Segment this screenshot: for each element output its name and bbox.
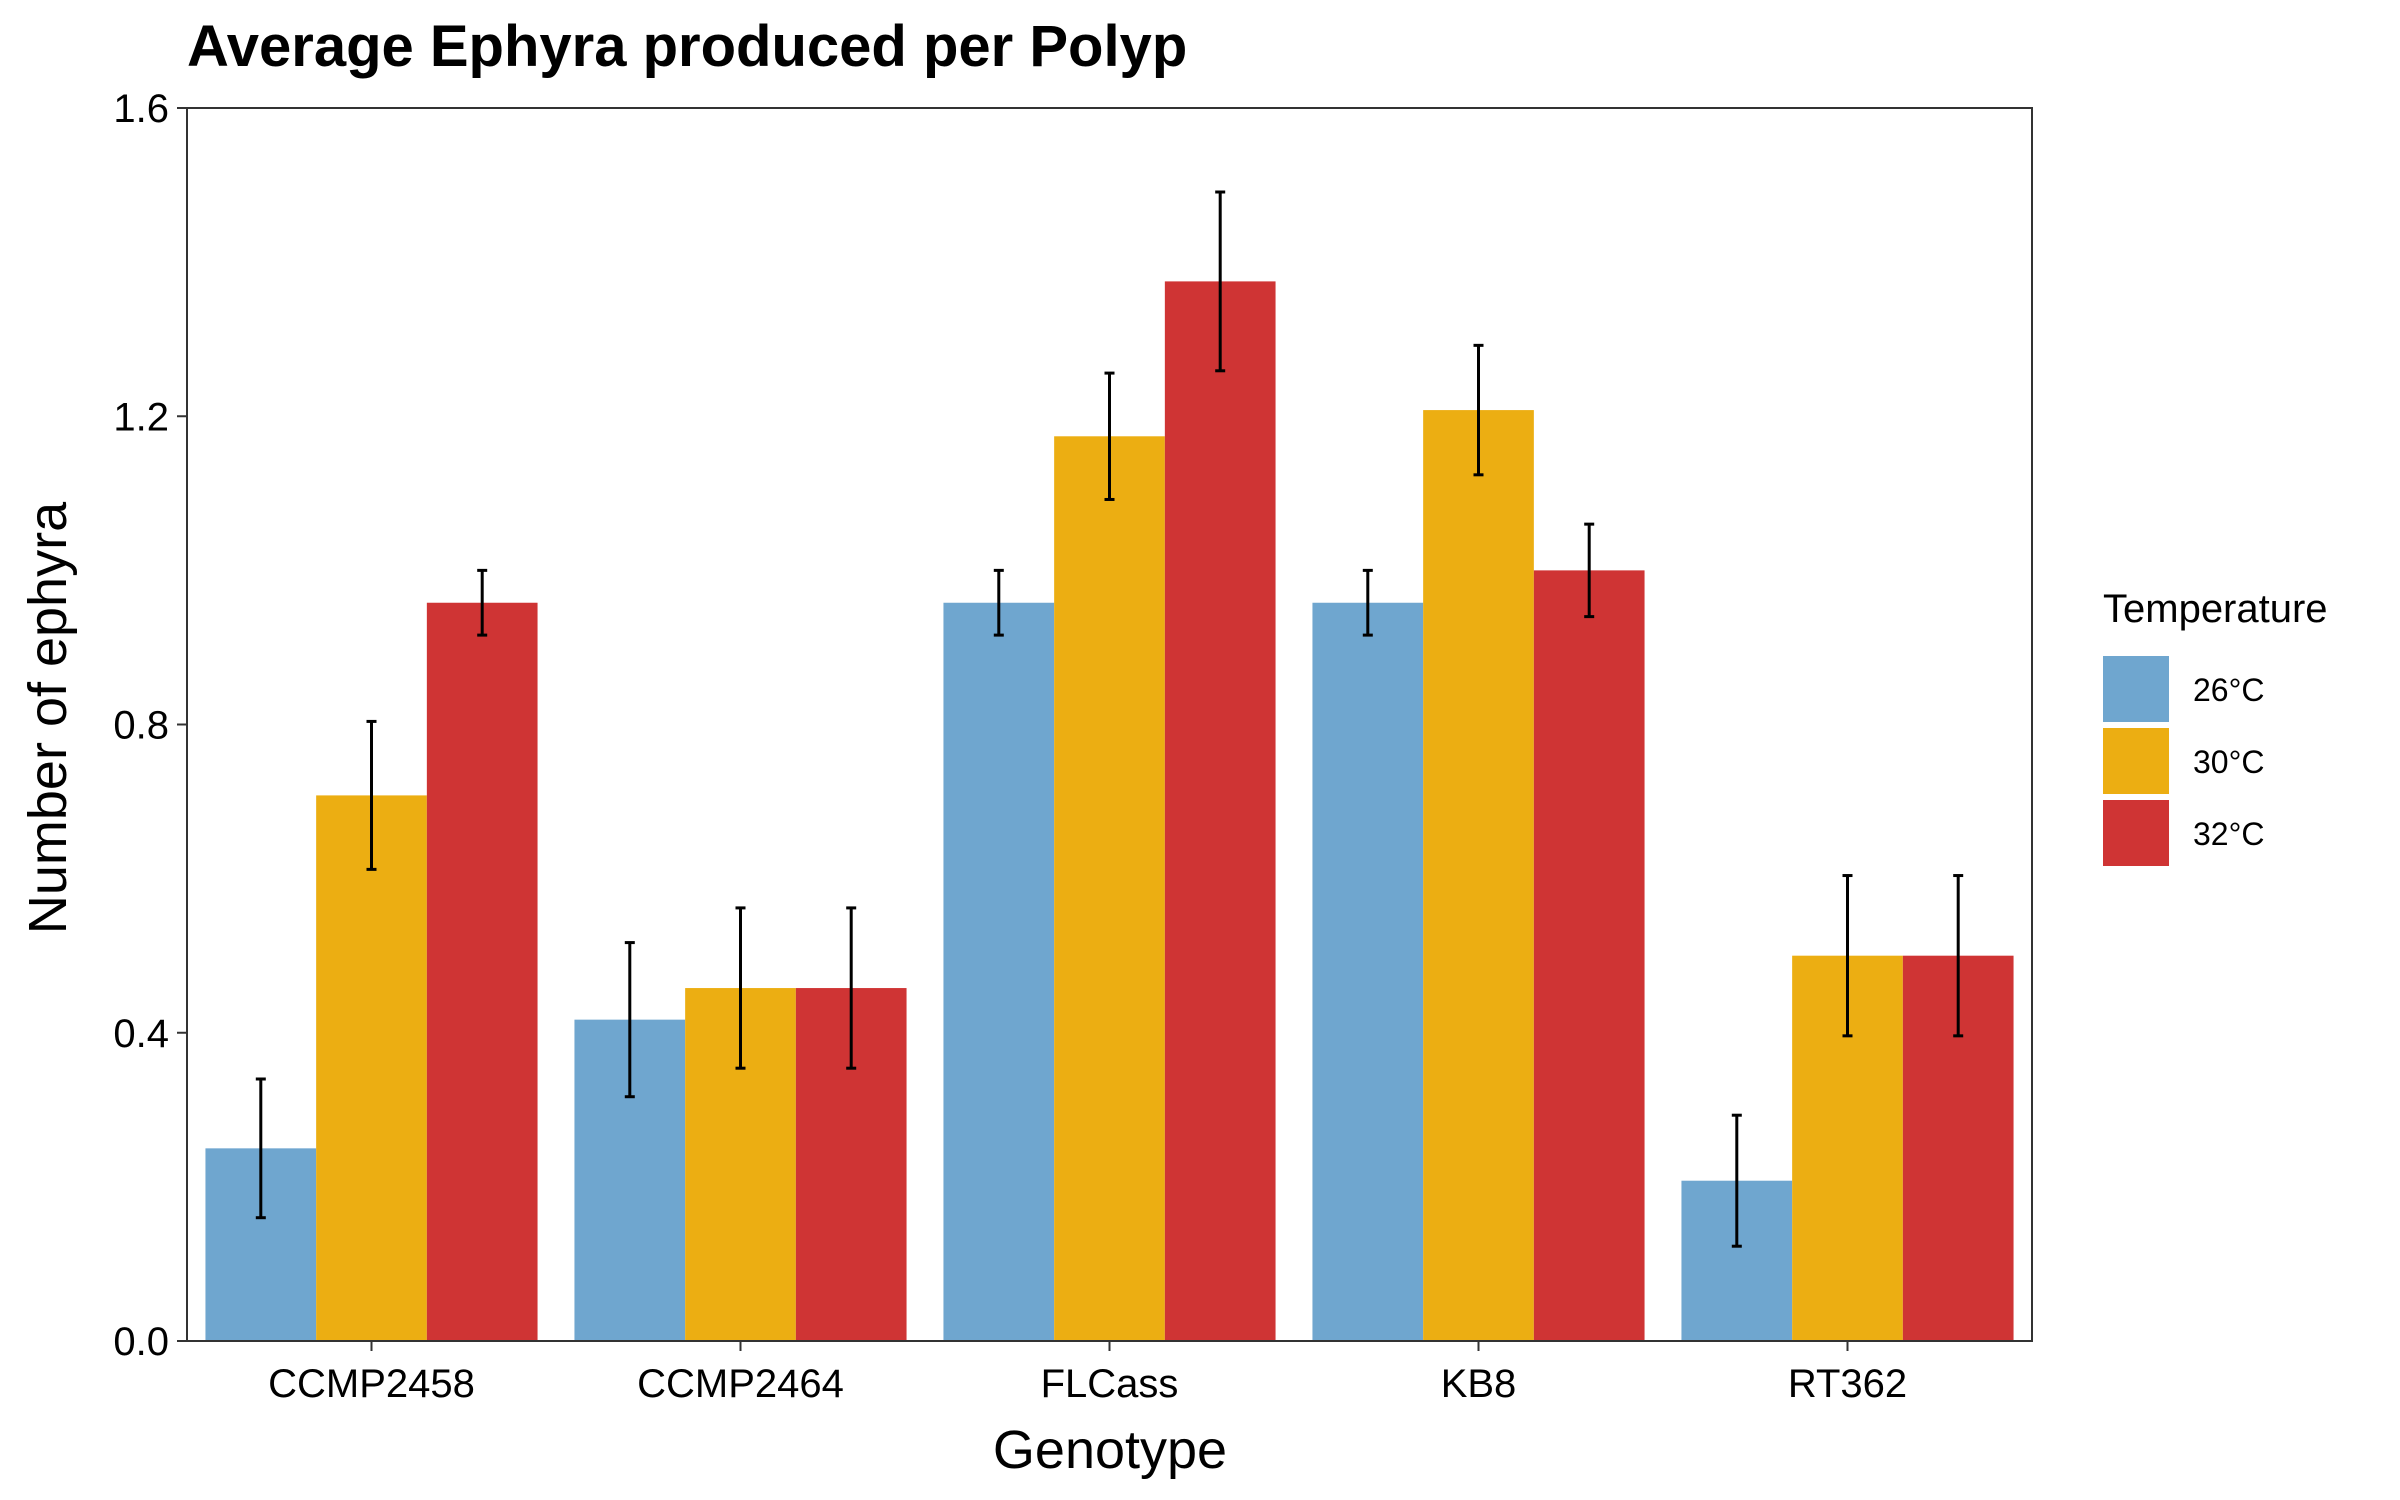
error-bar bbox=[735, 906, 746, 1070]
error-bar bbox=[1731, 1113, 1742, 1248]
legend-label: 30°C bbox=[2193, 744, 2265, 780]
y-tick-label: 0.8 bbox=[113, 704, 169, 748]
error-bar bbox=[1953, 874, 1964, 1038]
error-bar bbox=[993, 568, 1004, 637]
bar bbox=[1054, 436, 1165, 1341]
error-bar bbox=[1473, 343, 1484, 477]
legend-label: 32°C bbox=[2193, 816, 2265, 852]
bar bbox=[426, 602, 538, 1341]
legend-key bbox=[2103, 800, 2169, 866]
error-bar bbox=[1584, 522, 1595, 619]
error-bar bbox=[255, 1077, 266, 1220]
legend-key bbox=[2103, 728, 2169, 794]
x-tick-label: CCMP2458 bbox=[268, 1362, 475, 1406]
x-axis: CCMP2458 CCMP2464 FLCass KB8 RT362 bbox=[268, 1341, 1907, 1406]
error-bar bbox=[1362, 568, 1373, 637]
y-axis-title: Number of ephyra bbox=[18, 501, 78, 934]
y-tick-label: 0.0 bbox=[113, 1320, 169, 1364]
error-bar bbox=[477, 568, 488, 637]
error-bar bbox=[1104, 371, 1115, 501]
bar bbox=[1164, 281, 1276, 1341]
x-axis-title: Genotype bbox=[993, 1420, 1227, 1480]
legend-title: Temperature bbox=[2103, 587, 2328, 631]
bar bbox=[1423, 410, 1534, 1342]
x-tick-label: FLCass bbox=[1041, 1362, 1179, 1406]
error-bar bbox=[624, 941, 635, 1099]
legend-label: 26°C bbox=[2193, 672, 2265, 708]
y-axis: 0.0 0.4 0.8 1.2 1.6 bbox=[113, 87, 187, 1364]
y-tick-label: 1.6 bbox=[113, 87, 169, 131]
legend-key bbox=[2103, 656, 2169, 722]
chart-title: Average Ephyra produced per Polyp bbox=[187, 14, 1187, 79]
y-tick-label: 1.2 bbox=[113, 395, 169, 439]
legend: Temperature 26°C 30°C 32°C bbox=[2103, 587, 2328, 866]
x-tick-label: CCMP2464 bbox=[637, 1362, 844, 1406]
y-tick-label: 0.4 bbox=[113, 1012, 169, 1056]
bar bbox=[943, 602, 1055, 1341]
error-bar bbox=[1215, 190, 1226, 373]
error-bar bbox=[366, 719, 377, 871]
bar bbox=[1533, 570, 1645, 1341]
x-tick-label: KB8 bbox=[1441, 1362, 1517, 1406]
x-tick-label: RT362 bbox=[1788, 1362, 1907, 1406]
plot-area bbox=[186, 107, 2033, 1342]
error-bar bbox=[1842, 874, 1853, 1038]
error-bar bbox=[846, 906, 857, 1070]
bar bbox=[316, 795, 427, 1341]
bar bbox=[1312, 602, 1424, 1341]
